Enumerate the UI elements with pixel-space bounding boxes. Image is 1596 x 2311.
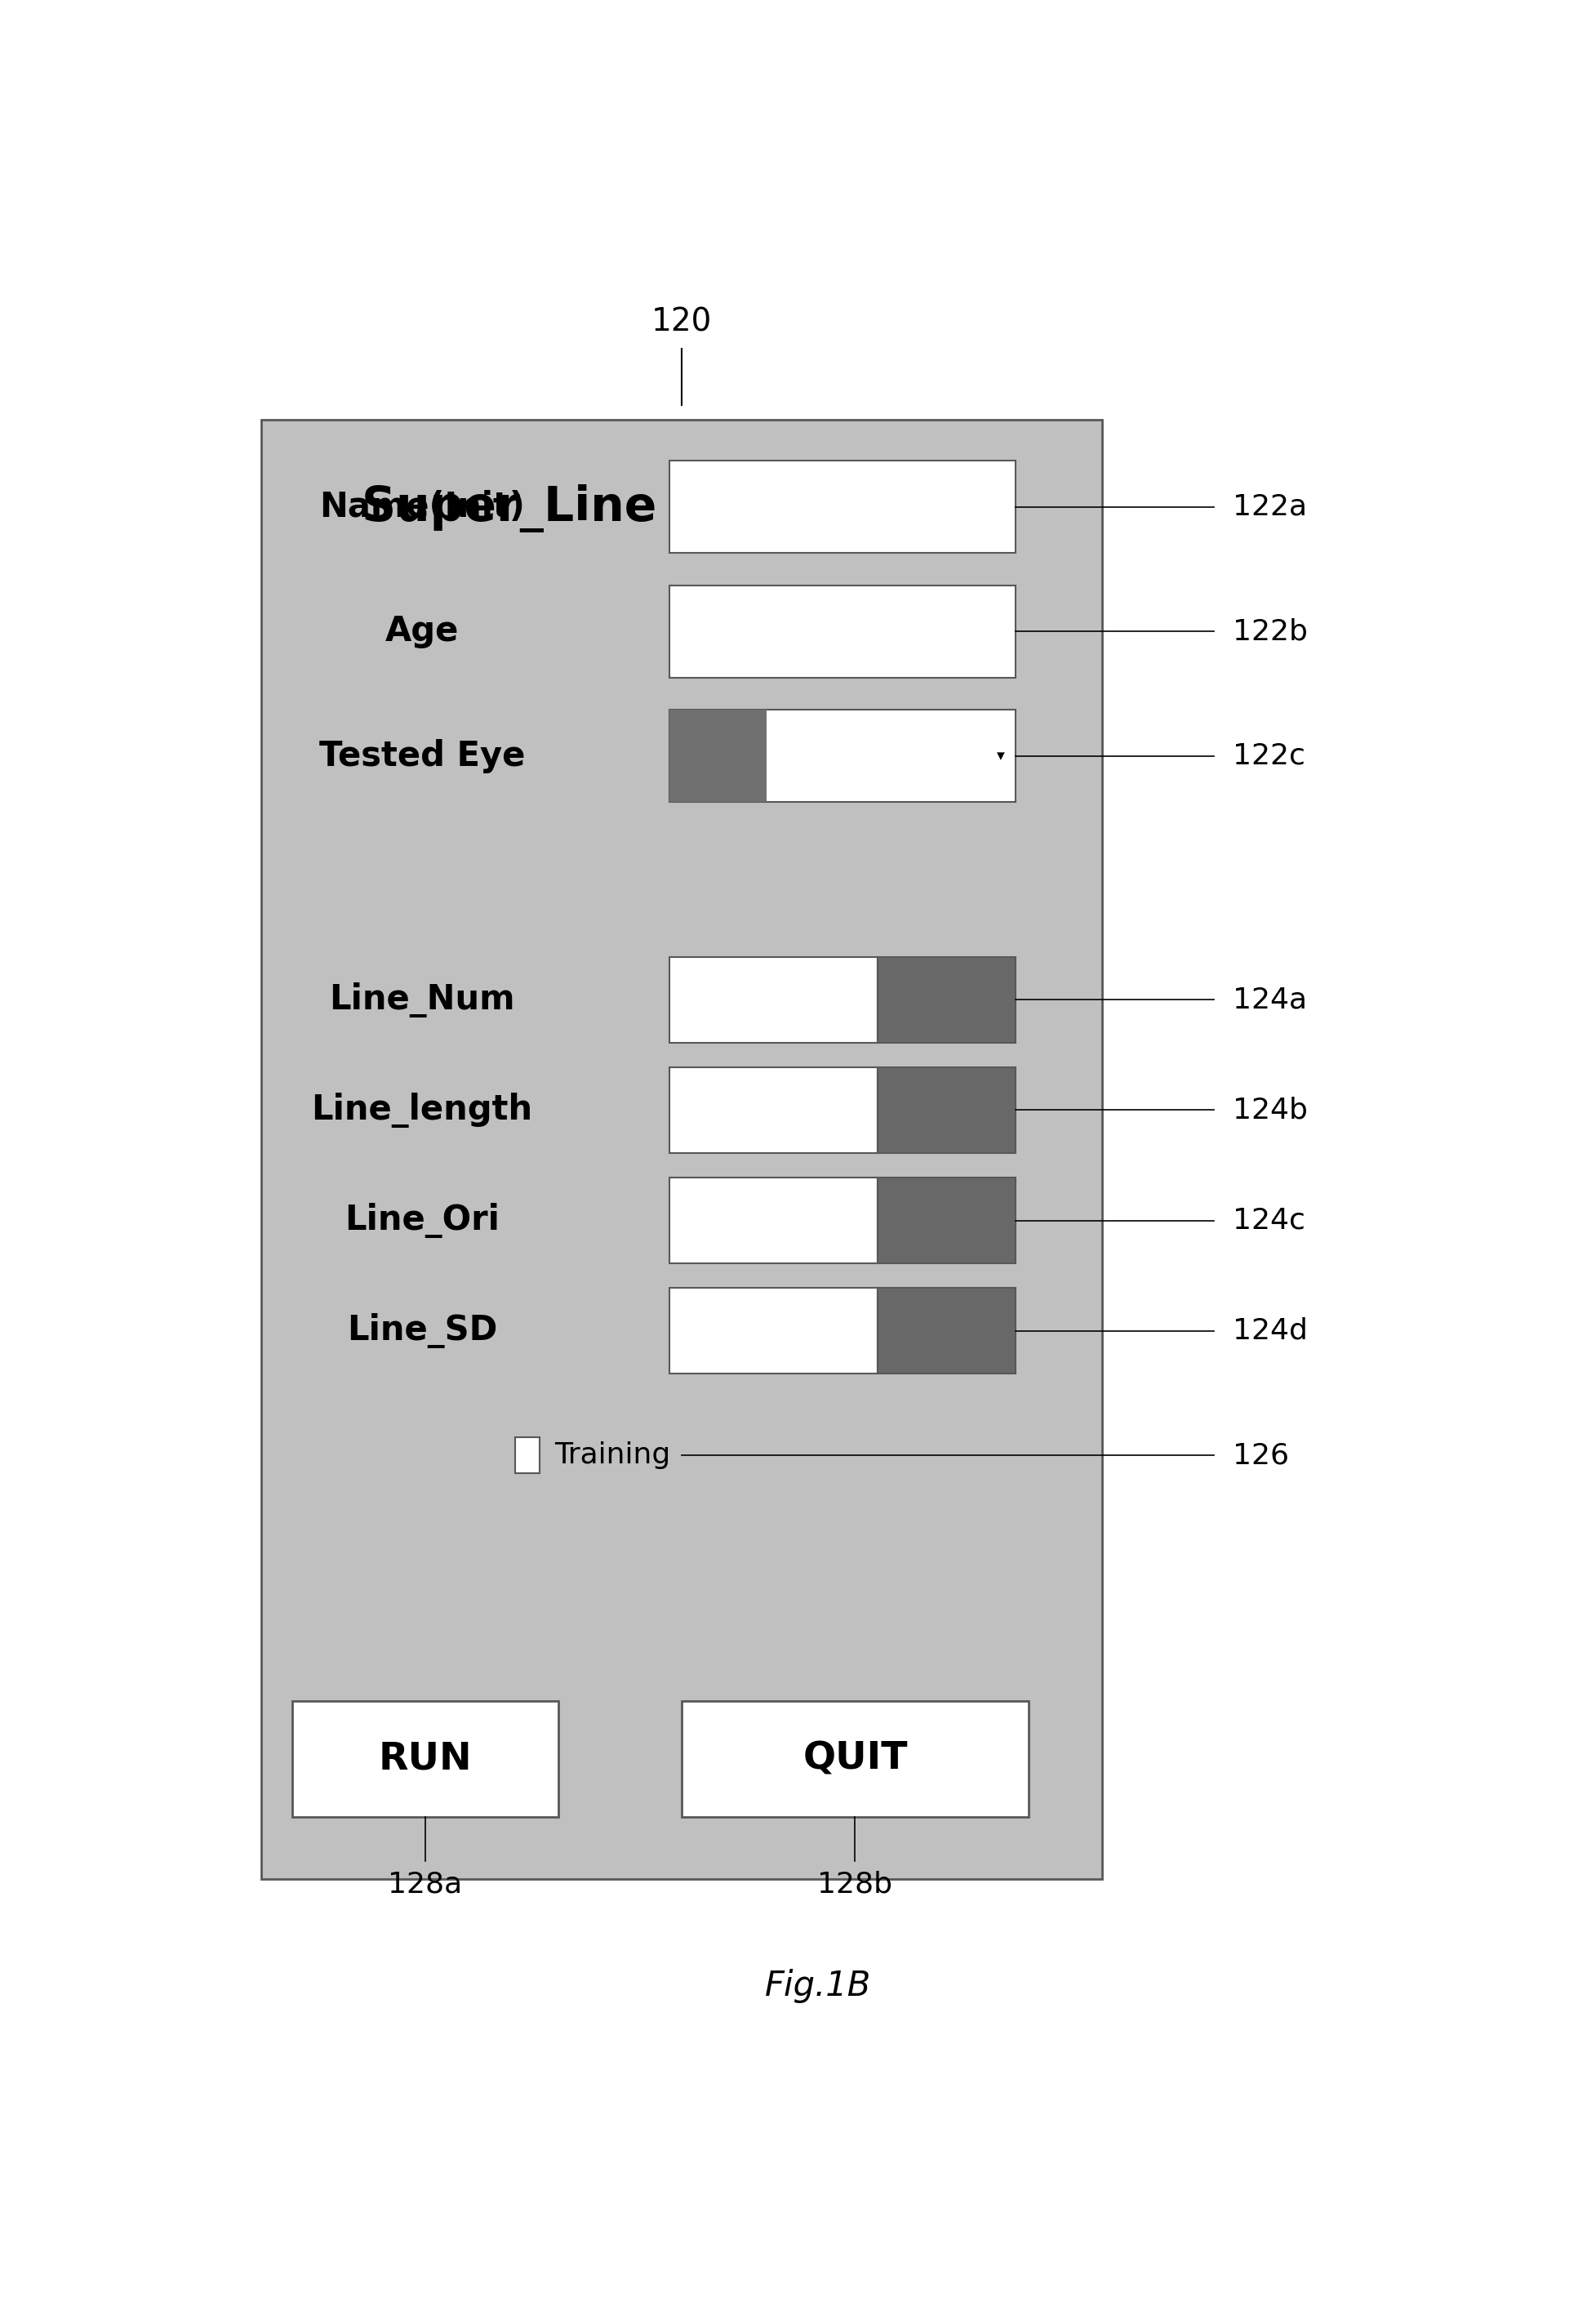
Bar [878,1068,1015,1153]
Bar [292,1701,559,1816]
Text: Age: Age [385,615,460,649]
Text: 122b: 122b [1232,617,1307,645]
Bar [670,709,766,802]
Text: 122a: 122a [1232,492,1307,520]
Text: 122c: 122c [1232,742,1306,770]
Text: Super_Line Test (symm): Super_Line Test (symm) [362,485,1002,534]
Bar [262,421,1103,1879]
Text: Line_SD: Line_SD [346,1313,498,1347]
Bar [516,1437,539,1472]
Text: RUN: RUN [378,1740,472,1777]
Bar [670,460,1015,552]
Bar [670,957,878,1042]
Text: 128a: 128a [388,1870,463,1897]
Text: Line_Ori: Line_Ori [345,1204,500,1239]
Text: 124b: 124b [1232,1095,1307,1123]
Bar [878,1179,1015,1264]
Bar [670,1068,878,1153]
Bar [670,1287,878,1373]
Bar [878,1287,1015,1373]
Text: 126: 126 [1232,1442,1288,1470]
Text: 124c: 124c [1232,1206,1306,1234]
Text: Training: Training [554,1442,670,1470]
Text: QUIT: QUIT [803,1740,908,1777]
Bar [670,709,1015,802]
Text: Line_Num: Line_Num [329,982,516,1017]
Text: 124a: 124a [1232,987,1307,1015]
Text: Tested Eye: Tested Eye [319,740,525,774]
Text: Name(Init): Name(Init) [319,490,525,525]
Bar [670,585,1015,677]
Text: Line_length: Line_length [311,1093,533,1128]
Bar [681,1701,1028,1816]
Bar [878,957,1015,1042]
Text: 124d: 124d [1232,1317,1307,1345]
Text: 120: 120 [651,307,712,337]
Text: ▾: ▾ [998,749,1005,763]
Text: 128b: 128b [817,1870,892,1897]
Text: Fig.1B: Fig.1B [764,1969,871,2004]
Bar [670,1179,878,1264]
